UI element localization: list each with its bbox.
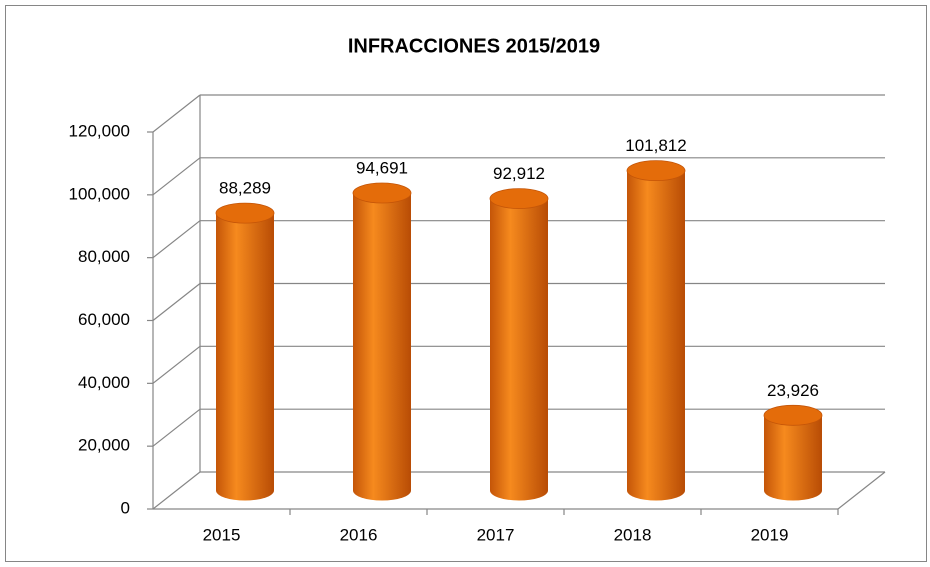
data-label: 88,289 (219, 179, 271, 198)
grid-diagonal (152, 283, 201, 321)
grid-diagonal (152, 345, 201, 384)
x-tick-label: 2019 (751, 525, 789, 544)
y-tick-label: 60,000 (78, 310, 130, 329)
grid-diagonal (152, 471, 201, 510)
y-tick-label: 40,000 (78, 373, 130, 392)
bar (627, 170, 685, 501)
data-label: 23,926 (767, 381, 819, 400)
y-tick-label: 0 (121, 498, 130, 517)
data-label: 94,691 (356, 158, 408, 177)
bar (764, 415, 822, 501)
x-tick-label: 2015 (203, 525, 241, 544)
x-tick-label: 2017 (477, 525, 515, 544)
bar (490, 198, 548, 501)
bar-top (352, 182, 412, 204)
grid-diagonal (152, 220, 201, 259)
grid-diagonal (152, 408, 201, 447)
chart-title: INFRACCIONES 2015/2019 (348, 35, 600, 57)
x-tick-label: 2018 (614, 525, 652, 544)
y-tick-label: 120,000 (69, 121, 130, 140)
bar (216, 213, 274, 501)
x-tick-label: 2016 (340, 525, 378, 544)
grid-diagonal (152, 94, 201, 133)
bar-top (215, 202, 275, 224)
data-label: 92,912 (493, 164, 545, 183)
bar-top (489, 188, 549, 210)
y-tick-label: 80,000 (78, 247, 130, 266)
y-tick-label: 100,000 (69, 184, 130, 203)
bar-top (626, 160, 686, 182)
floor-right (837, 471, 886, 510)
grid-diagonal (152, 157, 201, 196)
y-tick-label: 20,000 (78, 436, 130, 455)
bar (353, 193, 411, 501)
data-label: 101,812 (625, 136, 686, 155)
bar-top (763, 404, 823, 426)
